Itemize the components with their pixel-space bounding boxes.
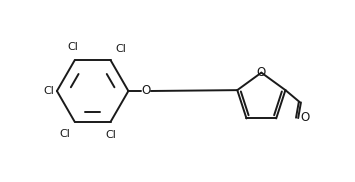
Text: Cl: Cl bbox=[68, 42, 78, 52]
Text: O: O bbox=[257, 66, 266, 79]
Text: O: O bbox=[141, 84, 151, 98]
Text: Cl: Cl bbox=[116, 44, 126, 54]
Text: Cl: Cl bbox=[44, 86, 54, 96]
Text: O: O bbox=[300, 111, 310, 124]
Text: Cl: Cl bbox=[60, 129, 71, 139]
Text: Cl: Cl bbox=[105, 130, 116, 140]
